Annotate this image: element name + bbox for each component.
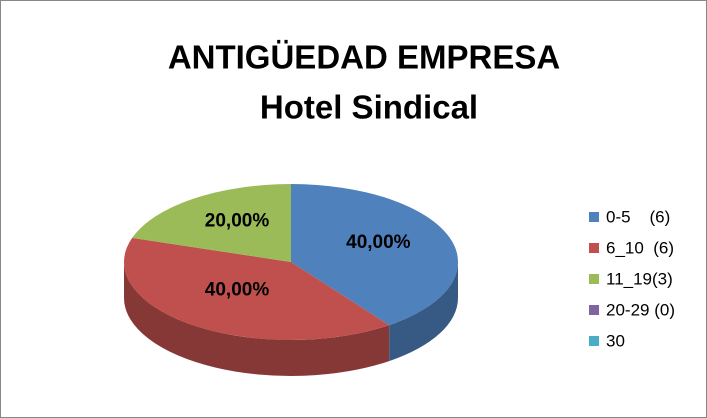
chart-subtitle: Hotel Sindical bbox=[260, 89, 478, 126]
legend-swatch bbox=[589, 243, 599, 253]
legend-label: 6_10 (6) bbox=[606, 238, 674, 257]
legend-label: 30 bbox=[606, 331, 625, 350]
pie-slice bbox=[291, 184, 459, 326]
data-label: 40,00% bbox=[205, 280, 270, 301]
chart-title: ANTIGÜEDAD EMPRESA bbox=[168, 39, 560, 76]
legend-swatch bbox=[589, 305, 599, 315]
legend-label: 11_19(3) bbox=[606, 269, 673, 288]
legend-swatch bbox=[589, 274, 599, 284]
data-label: 40,00% bbox=[346, 232, 411, 253]
pie-slice bbox=[132, 184, 291, 262]
pie-side bbox=[389, 262, 458, 362]
data-label: 20,00% bbox=[205, 210, 270, 231]
legend-label: 0-5 (6) bbox=[606, 207, 670, 226]
legend-swatch bbox=[589, 336, 599, 346]
legend-swatch bbox=[589, 212, 599, 222]
pie-slice bbox=[123, 237, 390, 341]
pie-side bbox=[124, 262, 390, 377]
legend-label: 20-29 (0) bbox=[606, 300, 675, 319]
